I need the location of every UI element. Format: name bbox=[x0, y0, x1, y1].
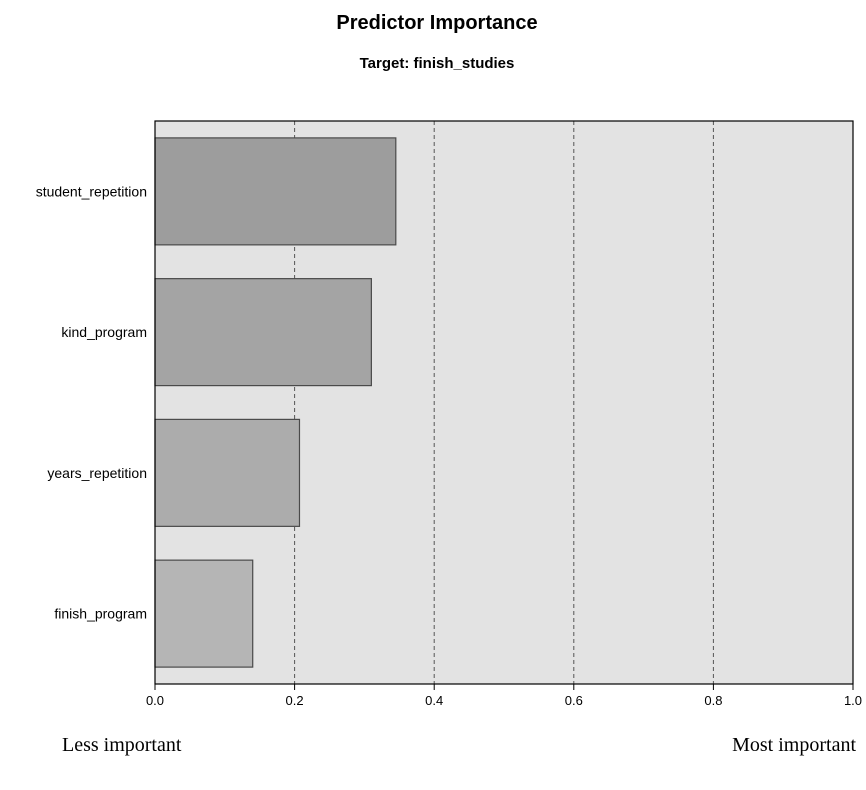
most-important-label: Most important bbox=[732, 734, 856, 756]
tick-label-4: 0.8 bbox=[704, 693, 722, 708]
chart-title: Predictor Importance bbox=[336, 12, 537, 34]
axes bbox=[154, 120, 854, 685]
bars bbox=[154, 137, 397, 668]
tick-label-5: 1.0 bbox=[844, 693, 862, 708]
less-important-label: Less important bbox=[62, 734, 182, 756]
tick-labels: 0.0 0.2 0.4 0.6 0.8 1.0 bbox=[146, 684, 862, 708]
bar-kind-program bbox=[154, 278, 372, 387]
tick-label-0: 0.0 bbox=[146, 693, 164, 708]
category-label-kind-program: kind_program bbox=[61, 324, 147, 340]
category-label-student-repetition: student_repetition bbox=[36, 183, 147, 199]
category-label-years-repetition: years_repetition bbox=[47, 465, 147, 481]
tick-label-3: 0.6 bbox=[565, 693, 583, 708]
tick-label-1: 0.2 bbox=[286, 693, 304, 708]
bar-finish-program bbox=[154, 559, 254, 668]
bar-student-repetition bbox=[154, 137, 397, 246]
category-label-finish-program: finish_program bbox=[54, 606, 147, 622]
bar-years-repetition bbox=[154, 418, 301, 527]
chart-subtitle: Target: finish_studies bbox=[360, 55, 515, 72]
tick-label-2: 0.4 bbox=[425, 693, 443, 708]
category-labels: student_repetition kind_program years_repe… bbox=[36, 183, 147, 621]
plot-frame bbox=[154, 120, 854, 685]
